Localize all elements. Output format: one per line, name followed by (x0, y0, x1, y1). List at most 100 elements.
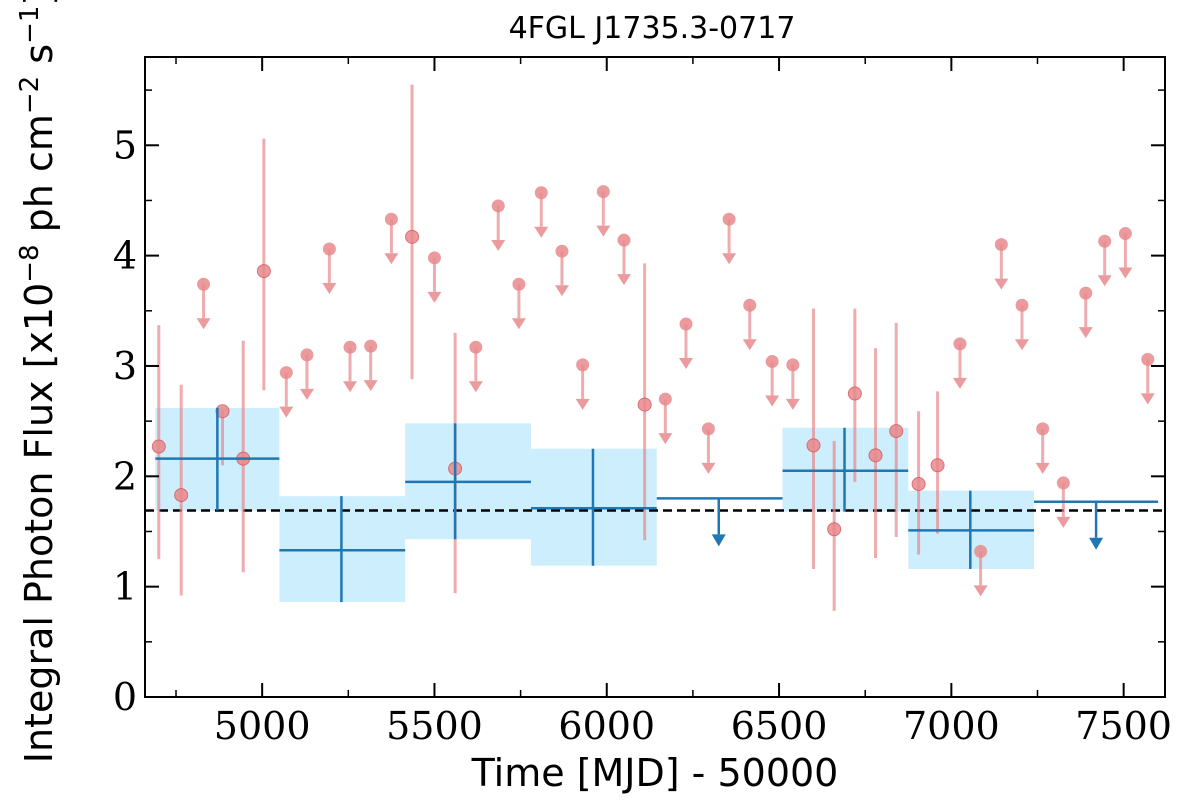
upper-limit-arrow (343, 381, 358, 393)
upper-limit-point (1079, 286, 1093, 300)
upper-limit-arrow (299, 388, 314, 400)
upper-limit-point (469, 340, 483, 354)
upper-limit-point (953, 337, 967, 351)
x-axis-label: Time [MJD] - 50000 (471, 751, 839, 795)
upper-limit-point (596, 185, 610, 199)
upper-limit-point (658, 392, 672, 406)
y-tick-label: 5 (113, 123, 137, 167)
upper-limit-point (701, 422, 715, 436)
upper-limit-arrow (1097, 275, 1112, 287)
upper-limit-arrow (785, 398, 800, 410)
upper-limit-point (512, 277, 526, 291)
upper-limit-arrow (1140, 393, 1155, 405)
upper-limit-arrow (1118, 267, 1133, 279)
upper-limit-arrow (952, 377, 967, 389)
data-point (174, 488, 189, 503)
upper-limit-arrow (1078, 327, 1093, 339)
y-tick-label: 3 (113, 344, 137, 388)
x-tick-label: 7500 (1075, 704, 1172, 748)
upper-limit-point (786, 358, 800, 372)
upper-limit-arrow (554, 285, 569, 297)
upper-limit-point (1141, 352, 1155, 366)
y-axis-label-part: s (17, 44, 61, 76)
upper-limit-arrow (765, 395, 780, 407)
upper-limit-point (974, 544, 988, 558)
data-point (806, 438, 821, 453)
upper-limit-point (765, 355, 779, 369)
data-point (405, 229, 420, 244)
upper-limit-arrow (427, 291, 442, 303)
plot-frame (144, 56, 1166, 698)
upper-limit-point (994, 238, 1008, 252)
upper-limit-arrow (658, 433, 673, 445)
y-axis-label-sup: −8 (15, 244, 45, 282)
upper-limit-point (1098, 234, 1112, 248)
x-tick-label: 6500 (731, 704, 828, 748)
upper-limit-arrow (511, 318, 526, 330)
y-axis-label: Integral Photon Flux [x10−8 ph cm−2 s−1] (15, 0, 61, 763)
y-axis-label-sup: −2 (15, 76, 45, 114)
x-tick-label: 7000 (903, 704, 1000, 748)
upper-limit-point (322, 242, 336, 256)
upper-limit-point (576, 358, 590, 372)
upper-limit-point (679, 317, 693, 331)
bin-upper-limit-arrow (711, 534, 726, 547)
upper-limit-arrow (722, 253, 737, 265)
data-point (827, 522, 842, 537)
data-point (847, 386, 862, 401)
upper-limit-arrow (701, 462, 716, 474)
upper-limit-point (722, 212, 736, 226)
upper-limit-point (384, 212, 398, 226)
upper-limit-arrow (679, 358, 694, 370)
upper-limit-point (1118, 227, 1132, 241)
x-tick-label: 6000 (558, 704, 655, 748)
data-point (151, 439, 166, 454)
upper-limit-arrow (1056, 516, 1071, 528)
upper-limit-point (534, 186, 548, 200)
y-tick-label: 0 (113, 675, 137, 719)
upper-limit-arrow (616, 274, 631, 286)
y-tick-label: 4 (113, 234, 137, 278)
upper-limit-arrow (575, 398, 590, 410)
y-tick-label: 1 (113, 565, 137, 609)
y-axis-label-sup: −1 (15, 6, 45, 44)
upper-limit-point (491, 199, 505, 213)
upper-limit-arrow (363, 380, 378, 392)
y-tick-label: 2 (113, 454, 137, 498)
chart-title: 4FGL J1735.3-0717 (509, 11, 796, 46)
upper-limit-point (555, 244, 569, 258)
x-tick-label: 5500 (386, 704, 483, 748)
y-axis-label-part: ] (17, 0, 61, 6)
data-point (911, 477, 926, 492)
x-tick-label: 5000 (214, 704, 311, 748)
upper-limit-arrow (384, 253, 399, 265)
upper-limit-point (300, 348, 314, 362)
upper-limit-arrow (994, 278, 1009, 290)
upper-limit-point (197, 277, 211, 291)
data-point (930, 458, 945, 473)
upper-limit-arrow (491, 239, 506, 251)
axis-ticks: 5000 5500 6000 6500 7000 7500 0 1 2 3 4 5 (113, 57, 1172, 748)
upper-limit-arrow (534, 226, 549, 238)
upper-limit-point (743, 298, 757, 312)
upper-limit-arrow (1035, 462, 1050, 474)
upper-limit-point (279, 366, 293, 380)
data-point (889, 424, 904, 439)
upper-limit-arrow (279, 406, 294, 418)
upper-limit-arrow (468, 381, 483, 393)
upper-limit-arrow (1014, 339, 1029, 351)
upper-limit-arrow (196, 318, 211, 330)
upper-limit-arrow (742, 339, 757, 351)
data-point (256, 264, 271, 279)
upper-limit-arrow (973, 585, 988, 597)
y-axis-label-part: Integral Photon Flux [x10 (17, 283, 61, 764)
upper-limit-arrow (596, 225, 611, 237)
upper-limit-point (427, 251, 441, 265)
bin-upper-limit-arrow (1089, 537, 1104, 550)
plot-area (145, 84, 1165, 611)
upper-limit-point (617, 233, 631, 247)
data-point (215, 404, 230, 419)
data-point (868, 448, 883, 463)
data-point (637, 397, 652, 412)
